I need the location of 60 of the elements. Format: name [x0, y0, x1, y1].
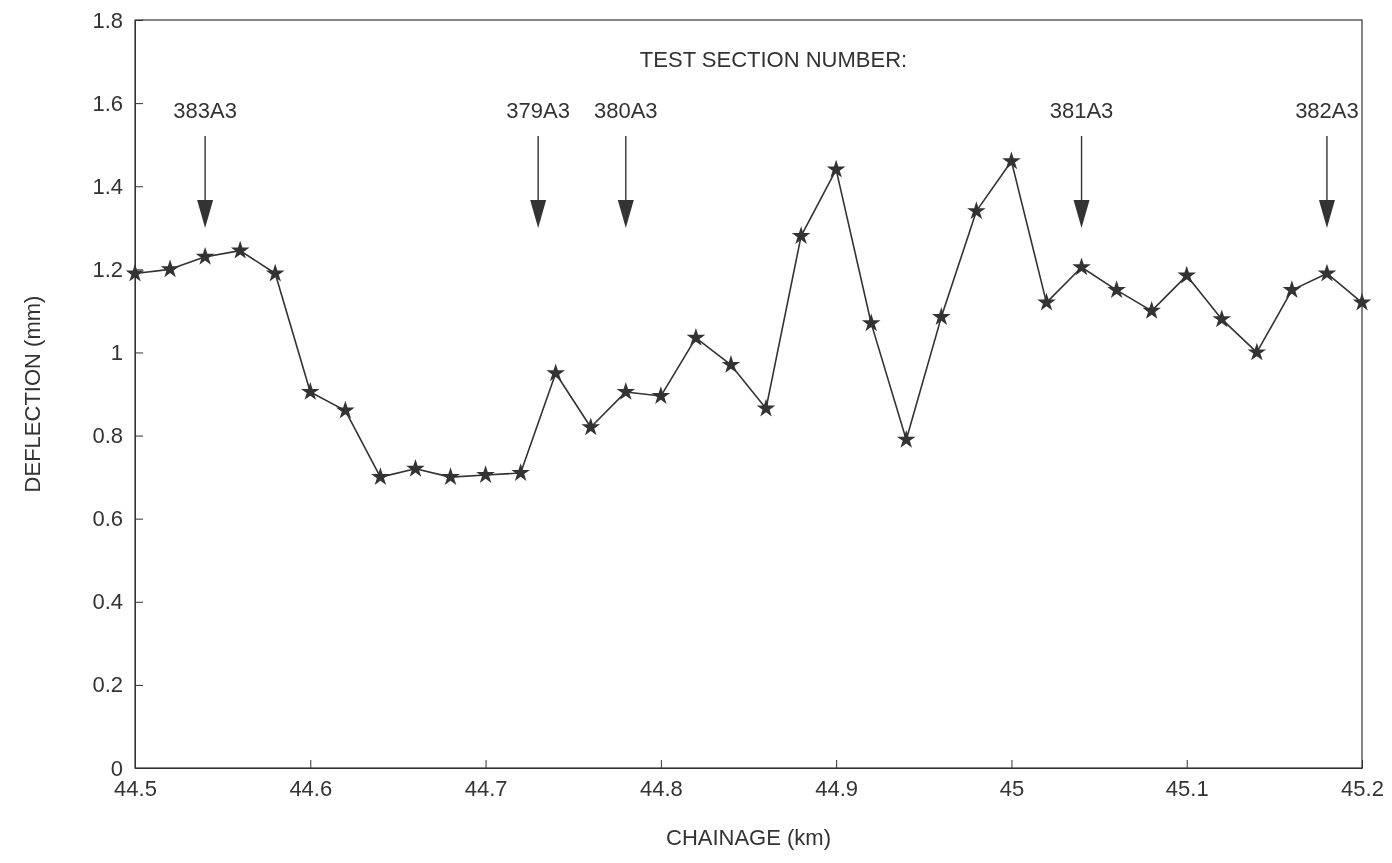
point — [406, 459, 425, 477]
point — [265, 263, 285, 282]
point — [756, 398, 776, 417]
y-tick-label: 0.4 — [92, 589, 123, 615]
y-tick-label: 1.2 — [92, 256, 123, 282]
x-tick-label: 45.1 — [1165, 775, 1209, 801]
point — [861, 313, 881, 332]
point — [826, 159, 846, 178]
point — [511, 463, 530, 481]
point — [195, 247, 215, 265]
y-tick-label: 1.8 — [92, 7, 123, 33]
point — [1177, 265, 1197, 284]
x-tick-label: 45 — [999, 775, 1025, 801]
x-tick-label: 44.9 — [815, 775, 859, 801]
ref-line-label: 382A3 — [1295, 98, 1359, 123]
x-tick-label: 44.7 — [464, 775, 508, 801]
point — [546, 363, 566, 382]
ref-line-label: 383A3 — [173, 98, 237, 123]
point — [1107, 280, 1126, 299]
point — [581, 417, 601, 436]
annotation: TEST SECTION NUMBER: — [639, 47, 908, 72]
y-tick-label: 0.6 — [92, 506, 123, 532]
point — [896, 429, 916, 448]
point — [686, 328, 706, 346]
y-tick-label: 1 — [110, 339, 123, 365]
ref-line-label: 381A3 — [1049, 98, 1114, 123]
y-tick-label: 1.6 — [92, 90, 123, 116]
point — [1212, 309, 1232, 328]
point — [1072, 257, 1091, 276]
point — [160, 259, 180, 278]
x-tick-label: 44.8 — [639, 775, 683, 801]
point — [1282, 280, 1302, 299]
y-tick-label: 0.2 — [92, 672, 123, 698]
point — [651, 386, 671, 405]
point — [967, 201, 986, 220]
point — [1002, 151, 1021, 170]
x-tick-label: 44.6 — [289, 775, 333, 801]
point — [1247, 342, 1267, 361]
point — [1142, 301, 1161, 319]
ref-line-label: 379A3 — [506, 98, 570, 123]
point — [441, 467, 460, 486]
point — [721, 355, 741, 373]
point — [230, 240, 250, 259]
point — [1352, 292, 1372, 311]
y-axis-title: DEFLECTION (mm) — [20, 295, 45, 493]
x-axis-title: CHAINAGE (km) — [666, 825, 831, 850]
point — [336, 400, 355, 419]
point — [1037, 292, 1056, 311]
y-tick-label: 0.8 — [92, 423, 123, 449]
point — [125, 263, 145, 282]
ref-line-label: 380A3 — [593, 98, 658, 123]
point — [476, 465, 495, 483]
point — [1317, 263, 1337, 282]
point — [931, 307, 951, 326]
point — [616, 382, 636, 400]
point — [300, 382, 320, 400]
point — [371, 467, 390, 486]
x-tick-label: 45.2 — [1341, 775, 1384, 801]
y-tick-label: 1.4 — [92, 173, 123, 199]
point — [791, 226, 811, 245]
